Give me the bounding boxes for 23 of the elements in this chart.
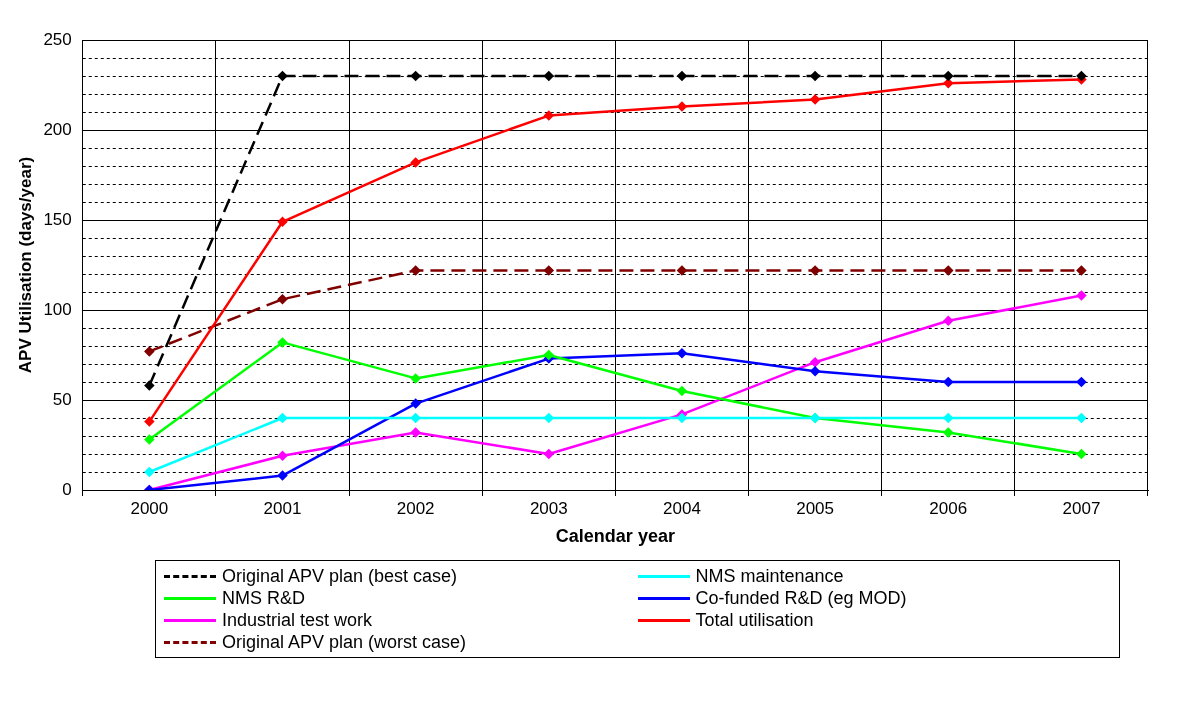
- x-tick-label: 2002: [396, 498, 435, 518]
- x-tick-label: 2006: [929, 498, 968, 518]
- x-tick-label: 2000: [130, 498, 169, 518]
- y-tick-label: 100: [43, 299, 72, 319]
- legend-label: NMS R&D: [222, 587, 306, 609]
- legend-label: Original APV plan (best case): [222, 565, 458, 587]
- y-tick-label: 250: [43, 29, 72, 49]
- legend-label: Co-funded R&D (eg MOD): [695, 587, 907, 609]
- x-tick-label: 2001: [263, 498, 302, 518]
- legend-label: Total utilisation: [695, 609, 814, 631]
- x-tick-label: 2005: [796, 498, 835, 518]
- legend-label: Original APV plan (worst case): [222, 631, 467, 653]
- y-tick-label: 50: [52, 389, 72, 409]
- y-tick-label: 200: [43, 119, 72, 139]
- legend-label: NMS maintenance: [695, 565, 844, 587]
- x-tick-label: 2007: [1062, 498, 1101, 518]
- legend-label: Industrial test work: [222, 609, 373, 631]
- x-tick-label: 2004: [663, 498, 701, 518]
- y-tick-label: 150: [43, 209, 72, 229]
- x-tick-label: 2003: [529, 498, 568, 518]
- y-axis-title: APV Utilisation (days/year): [15, 156, 35, 374]
- y-tick-label: 0: [62, 479, 72, 499]
- x-axis-title: Calendar year: [555, 526, 675, 547]
